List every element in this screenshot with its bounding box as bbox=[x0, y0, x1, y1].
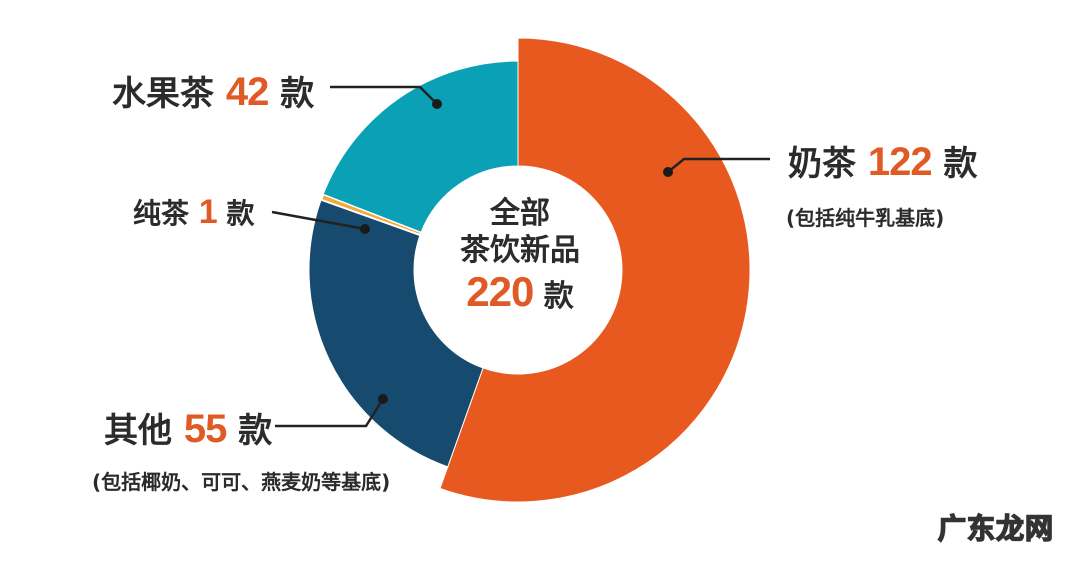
label-count: 55 bbox=[183, 407, 227, 451]
note-milk-tea: (包括纯牛乳基底) bbox=[786, 206, 945, 230]
label-other: 其他 55 款 bbox=[104, 403, 272, 452]
label-milk-tea: 奶茶 122 款 bbox=[788, 136, 977, 185]
center-line1: 全部 bbox=[490, 196, 550, 231]
leader-other bbox=[275, 398, 385, 428]
label-unit: 款 bbox=[280, 74, 315, 114]
label-pure-tea: 纯茶 1 款 bbox=[133, 192, 254, 232]
label-fruit-tea: 水果茶 42 款 bbox=[112, 66, 314, 115]
marker-fruit-tea bbox=[432, 99, 442, 109]
label-count: 42 bbox=[225, 70, 269, 114]
marker-pure-tea bbox=[360, 224, 370, 234]
center-label: 全部 茶饮新品 220 款 bbox=[420, 196, 620, 319]
leader-fruit-tea bbox=[330, 85, 438, 105]
center-total-line: 220 款 bbox=[420, 270, 620, 319]
center-line2: 茶饮新品 bbox=[460, 233, 580, 268]
segment-水果茶 bbox=[322, 60, 519, 233]
label-name: 纯茶 bbox=[133, 197, 190, 230]
label-name: 其他 bbox=[104, 411, 172, 451]
label-unit: 款 bbox=[943, 144, 978, 184]
label-unit: 款 bbox=[226, 197, 255, 230]
center-unit: 款 bbox=[543, 279, 574, 314]
center-total: 220 bbox=[466, 268, 534, 315]
label-unit: 款 bbox=[238, 411, 273, 451]
note-other: (包括椰奶、可可、燕麦奶等基底) bbox=[92, 470, 391, 494]
segment-奶茶 bbox=[439, 37, 751, 503]
marker-milk-tea bbox=[663, 167, 673, 177]
segment-其他 bbox=[308, 199, 484, 468]
leader-pure-tea bbox=[271, 210, 366, 231]
label-name: 水果茶 bbox=[112, 74, 214, 114]
label-count: 122 bbox=[867, 140, 933, 184]
label-name: 奶茶 bbox=[788, 144, 856, 184]
leader-milk-tea bbox=[667, 157, 770, 173]
watermark: 广东龙网 bbox=[937, 511, 1054, 546]
label-count: 1 bbox=[198, 193, 218, 231]
marker-other bbox=[378, 394, 388, 404]
